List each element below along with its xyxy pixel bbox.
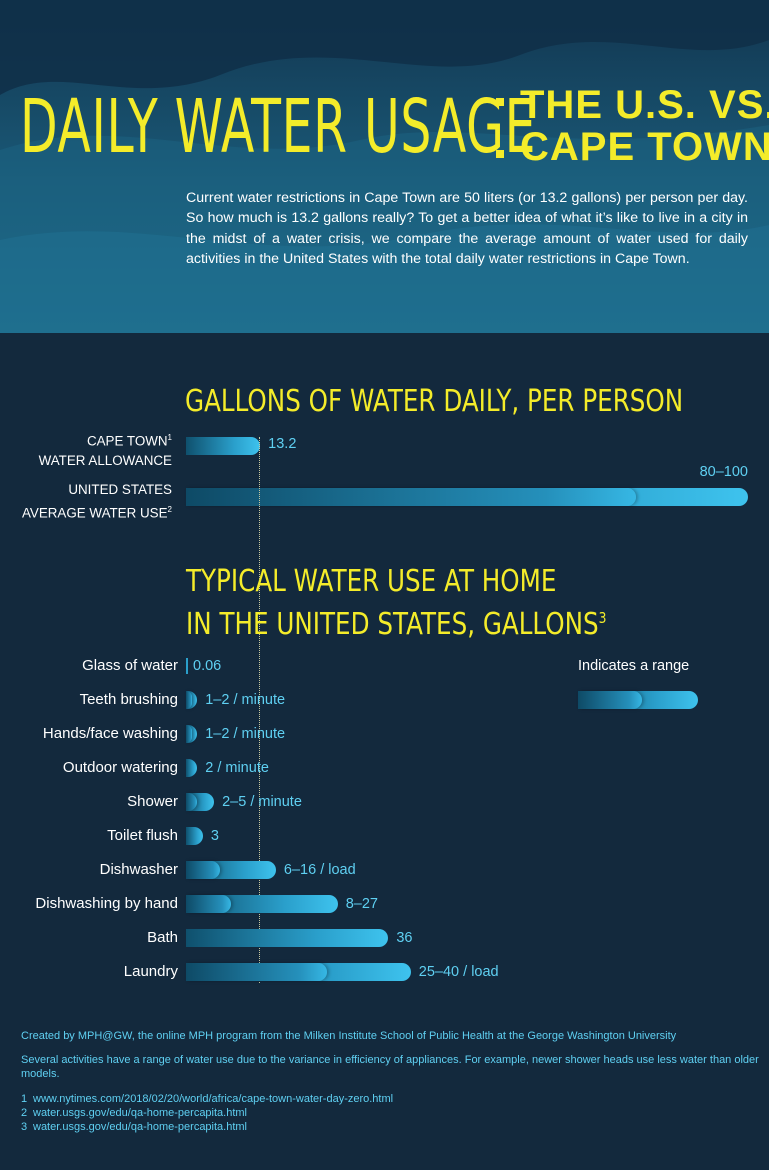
value-label-dishwashing-by-hand: 8–27 xyxy=(345,896,378,912)
title-sub-line1: THE U.S. VS. xyxy=(520,83,769,127)
source-item: 1 www.nytimes.com/2018/02/20/world/africa… xyxy=(21,1093,394,1105)
bar-bath xyxy=(186,929,389,947)
bar-laundry xyxy=(186,963,411,981)
chart1-bar-united-states xyxy=(186,488,748,506)
bar-outdoor-watering xyxy=(186,759,198,777)
value-label-shower: 2–5 / minute xyxy=(222,794,302,810)
footer-note: Several activities have a range of water… xyxy=(21,1054,759,1080)
intro-paragraph: Current water restrictions in Cape Town … xyxy=(186,190,748,267)
bar-dishwashing-by-hand xyxy=(186,895,338,913)
row-label-teeth-brushing: Teeth brushing xyxy=(79,691,178,708)
row-label-bath: Bath xyxy=(147,929,178,946)
bar-teeth-brushing-min xyxy=(186,691,192,709)
chart2-title-line1: TYPICAL WATER USE AT HOME xyxy=(186,564,557,599)
row-label-outdoor-watering: Outdoor watering xyxy=(62,759,178,776)
chart1-category-label-1: UNITED STATES AVERAGE WATER USE2 xyxy=(22,480,172,523)
bar-dishwasher-min xyxy=(186,861,220,879)
chart2-title: TYPICAL WATER USE AT HOME IN THE UNITED … xyxy=(186,564,606,643)
bar-hands-face-washing-min xyxy=(186,725,192,743)
source-item: 2 water.usgs.gov/edu/qa-home-percapita.ht… xyxy=(21,1107,248,1119)
title-sub: THE U.S. VS. CAPE TOWN xyxy=(520,84,769,168)
value-label-toilet-flush: 3 xyxy=(210,828,219,844)
footer-credit: Created by MPH@GW, the online MPH progra… xyxy=(21,1030,677,1042)
title-sub-line2: CAPE TOWN xyxy=(520,125,769,169)
chart1-title: GALLONS OF WATER DAILY, PER PERSON xyxy=(185,384,684,419)
row-label-hands-face-washing: Hands/face washing xyxy=(42,725,178,742)
row-label-shower: Shower xyxy=(127,793,178,810)
value-label-laundry: 25–40 / load xyxy=(418,964,499,980)
chart1-category-1-line1: UNITED STATES xyxy=(68,482,172,497)
bar-dishwasher xyxy=(186,861,276,879)
chart1-category-0-sup: 1 xyxy=(167,433,172,442)
source-link-2[interactable]: water.usgs.gov/edu/qa-home-percapita.htm… xyxy=(33,1107,248,1119)
value-label-glass-of-water: 0.06 xyxy=(193,658,222,674)
bar-dishwashing-by-hand-min xyxy=(186,895,231,913)
bar-shower-min xyxy=(186,793,198,811)
row-label-glass-of-water: Glass of water xyxy=(82,657,178,674)
bar-glass-of-water xyxy=(186,658,188,674)
legend-range-swatch-min xyxy=(578,691,642,709)
source-link-3[interactable]: water.usgs.gov/edu/qa-home-percapita.htm… xyxy=(33,1121,248,1133)
bar-laundry-min xyxy=(186,963,327,981)
legend-range-swatch xyxy=(578,691,698,709)
source-item: 3 water.usgs.gov/edu/qa-home-percapita.ht… xyxy=(21,1121,248,1133)
chart1-category-0-line2: WATER ALLOWANCE xyxy=(38,453,172,469)
source-link-1[interactable]: www.nytimes.com/2018/02/20/world/africa/… xyxy=(33,1093,394,1105)
value-label-teeth-brushing: 1–2 / minute xyxy=(205,692,286,708)
chart1-value-label-1: 80–100 xyxy=(699,464,748,480)
row-label-laundry: Laundry xyxy=(123,963,178,980)
reference-line xyxy=(259,437,261,983)
chart1-bar-united-states-min xyxy=(186,488,636,506)
bar-toilet-flush xyxy=(186,827,203,845)
row-label-dishwasher: Dishwasher xyxy=(99,861,178,878)
legend-label: Indicates a range xyxy=(578,658,690,674)
chart1-value-label-0: 13.2 xyxy=(268,436,297,452)
bar-teeth-brushing xyxy=(186,691,198,709)
value-label-hands-face-washing: 1–2 / minute xyxy=(205,726,286,742)
title-colon-icon xyxy=(490,90,510,158)
value-label-dishwasher: 6–16 / load xyxy=(283,862,356,878)
row-label-dishwashing-by-hand: Dishwashing by hand xyxy=(35,895,178,912)
chart1-bar-cape-town xyxy=(186,437,261,455)
bar-shower xyxy=(186,793,215,811)
chart1-category-0-line1: CAPE TOWN xyxy=(86,433,168,449)
value-label-bath: 36 xyxy=(396,930,413,946)
bar-hands-face-washing xyxy=(186,725,198,743)
chart1-category-1-sup: 2 xyxy=(167,505,172,514)
chart1-category-1-line2: AVERAGE WATER USE xyxy=(21,505,168,521)
title-main: DAILY WATER USAGE xyxy=(20,84,537,170)
value-label-outdoor-watering: 2 / minute xyxy=(205,760,269,776)
chart2-title-line2: IN THE UNITED STATES, GALLONS xyxy=(186,607,599,642)
wave-background xyxy=(0,0,769,333)
chart1-category-label-0: CAPE TOWN1 WATER ALLOWANCE xyxy=(39,428,172,471)
footer-sources: 1 www.nytimes.com/2018/02/20/world/africa… xyxy=(21,1092,761,1134)
row-label-toilet-flush: Toilet flush xyxy=(107,827,178,844)
chart2-title-sup: 3 xyxy=(598,609,607,627)
hero-banner: DAILY WATER USAGE THE U.S. VS. CAPE TOWN… xyxy=(0,0,769,333)
